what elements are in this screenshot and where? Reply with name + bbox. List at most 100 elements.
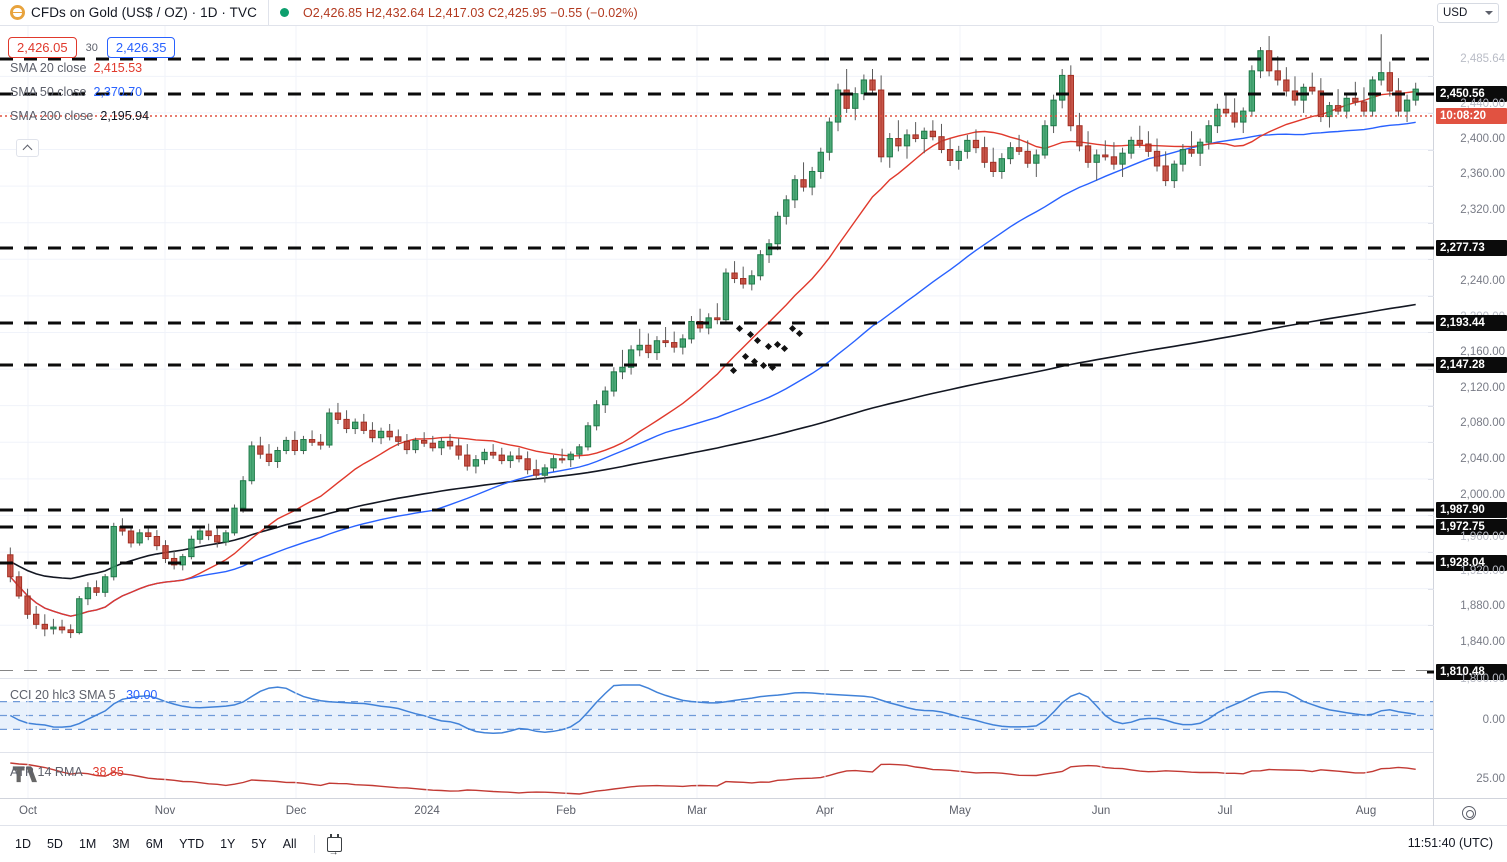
time-axis-label: May [949,805,971,817]
bid-ask-group: 2,426.05 30 2,426.35 [8,37,176,58]
price-axis-label: 1,840.00 [1460,636,1505,648]
header-divider [267,0,269,26]
legend-sma50-label: SMA 50 close [10,85,87,99]
time-axis[interactable]: Oct Nov Dec 2024 Feb Mar Apr May Jun Jul Aug [0,798,1507,827]
price-axis-gridtick [1428,295,1434,297]
gold-coin-icon [10,5,25,20]
range-button-6m[interactable]: 6M [145,837,164,851]
price-axis-label: 2,193.44 [1436,315,1507,331]
toolbar-divider [313,835,315,853]
tradingview-logo [12,766,37,783]
price-axis-gridtick [1428,259,1434,261]
cci-canvas [0,679,1433,752]
cci-legend[interactable]: CCI 20 hlc3 SMA 5 30.00 [10,688,157,702]
price-axis-label: 2,485.64 [1460,53,1505,65]
currency-selector[interactable]: USD [1437,3,1499,23]
price-axis-gridtick [1428,405,1434,407]
ohlc-values: O2,426.85 H2,432.64 L2,417.03 C2,425.95 … [302,5,638,20]
pane-divider-cci [0,678,1433,679]
price-axis-label: 2,320.00 [1460,204,1505,216]
pane-divider-atr [0,752,1433,753]
time-axis-label: Nov [154,805,176,817]
price-axis-gridtick [1428,588,1434,590]
range-button-1d[interactable]: 1D [15,837,31,851]
price-axis-label: 1,800.00 [1460,673,1505,685]
price-axis-gridtick [1428,332,1434,334]
range-button-all[interactable]: All [282,837,297,851]
time-axis-label: Mar [687,805,707,817]
cci-pane[interactable] [0,679,1433,752]
time-axis-label: Jul [1217,805,1233,817]
price-axis-gridtick [1428,442,1434,444]
price-axis-label: 2,240.00 [1460,275,1505,287]
cci-label: CCI 20 hlc3 SMA 5 [10,688,116,702]
range-button-ytd[interactable]: YTD [179,837,205,851]
range-button-1y[interactable]: 1Y [220,837,236,851]
price-axis-label: 2,450.56 [1436,86,1507,102]
price-axis-tick [1427,246,1434,250]
atr-axis-label: 25.00 [1476,773,1505,785]
price-axis-label: 2,040.00 [1460,453,1505,465]
atr-label: ATR 14 RMA [10,765,83,779]
price-axis-label: 1,972.75 [1436,519,1507,535]
price-axis-tick [1427,363,1434,367]
atr-legend[interactable]: ATR 14 RMA 38.85 [10,765,124,779]
crosshair-target-icon[interactable] [1462,806,1476,820]
atr-canvas [10,753,1416,798]
chevron-down-icon [1485,11,1493,15]
price-axis-gridtick [1428,186,1434,188]
range-button-1m[interactable]: 1M [78,837,97,851]
time-axis-label: Aug [1355,805,1377,817]
collapse-legend-button[interactable] [16,139,39,157]
price-axis-tick [1427,525,1434,529]
range-button-5y[interactable]: 5Y [251,837,267,851]
price-axis-label: 2,440.00 [1460,98,1505,110]
price-axis-label: 1,987.90 [1436,502,1507,518]
price-axis-tick [1427,670,1434,674]
cci-axis-label: 0.00 [1482,714,1505,726]
legend-sma20-label: SMA 20 close [10,61,87,75]
legend-sma50[interactable]: SMA 50 close 2,370.70 [10,80,149,104]
main-price-pane[interactable] [0,26,1433,671]
legend-sma20[interactable]: SMA 20 close 2,415.53 [10,56,149,80]
atr-value: 38.85 [92,765,124,779]
price-axis-tick [1427,508,1434,512]
ask-price[interactable]: 2,426.35 [106,37,176,58]
clock-time: 11:51:40 (UTC) [1407,836,1493,850]
price-axis-gridtick [1428,478,1434,480]
cci-value: 30.00 [126,688,158,702]
time-axis-label: Jun [1091,805,1111,817]
calendar-goto-icon[interactable]: → [326,833,342,857]
chevron-up-icon [22,144,33,155]
time-axis-divider [1433,799,1434,827]
indicator-legend: SMA 20 close 2,415.53 SMA 50 close 2,370… [10,2,149,128]
price-axis-gridtick [1428,369,1434,371]
price-axis-tick [1427,561,1434,565]
bid-price[interactable]: 2,426.05 [8,37,77,58]
price-axis-countdown: 10:08:20 [1436,108,1507,124]
symbol-title[interactable]: CFDs on Gold (US$ / OZ) · 1D · TVC [31,5,257,20]
currency-label: USD [1443,7,1468,19]
legend-sma50-value: 2,370.70 [93,85,143,99]
legend-sma200-value: 2,195.94 [100,109,150,123]
price-axis-gridtick [1428,112,1434,114]
time-axis-label: Dec [285,805,307,817]
time-axis-label: 2024 [414,805,440,817]
price-axis-label: 1,810.48 [1436,664,1507,680]
range-button-5d[interactable]: 5D [46,837,63,851]
legend-sma200-label: SMA 200 close [10,109,94,123]
price-axis-label: 1,880.00 [1460,600,1505,612]
range-button-3m[interactable]: 3M [112,837,130,851]
time-axis-label: Apr [816,805,834,817]
price-axis-label: 2,147.28 [1436,357,1507,373]
spread-value: 30 [85,41,98,54]
price-axis[interactable]: 2,485.64 2,450.56 2,440.00 10:08:20 2,400.00… [1427,26,1507,798]
price-axis-gridtick [1428,76,1434,78]
legend-sma200[interactable]: SMA 200 close 2,195.94 [10,104,149,128]
atr-pane[interactable] [0,753,1433,798]
price-axis-label: 2,080.00 [1460,417,1505,429]
price-axis-gridtick [1428,149,1434,151]
price-axis-gridtick [1428,625,1434,627]
price-axis-label: 1,960.00 [1460,531,1505,543]
price-axis-label: 1,920.00 [1460,565,1505,577]
